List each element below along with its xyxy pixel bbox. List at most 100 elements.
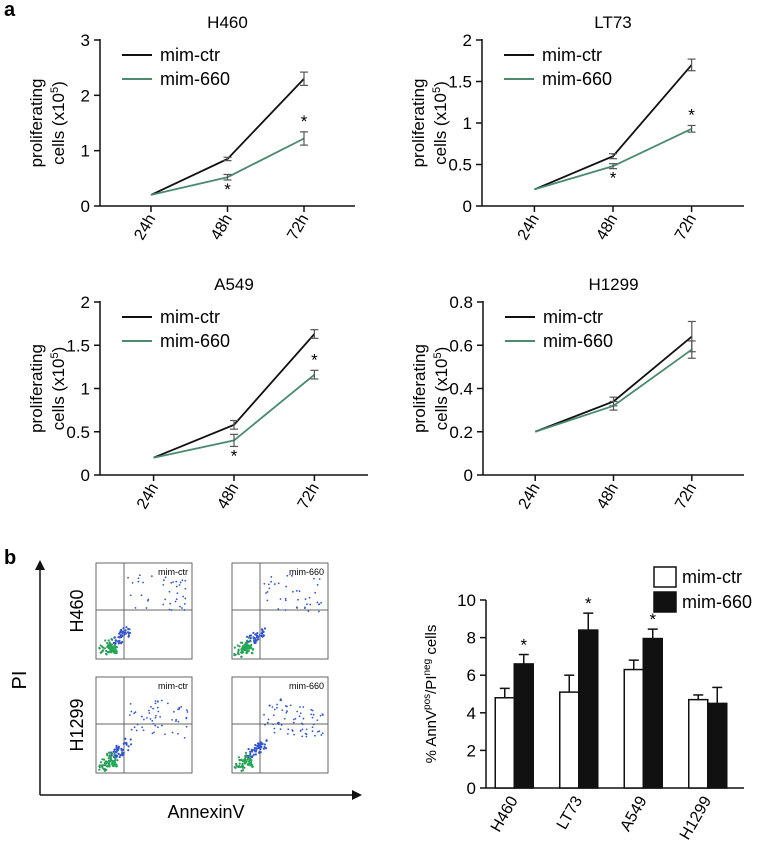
event-dot xyxy=(175,580,178,583)
event-dot xyxy=(243,761,247,765)
event-dot xyxy=(234,766,237,770)
event-dot xyxy=(310,713,313,716)
event-dot xyxy=(311,716,314,719)
event-dot xyxy=(137,580,140,583)
event-dot xyxy=(272,723,275,726)
event-dot xyxy=(247,762,251,766)
event-dot xyxy=(142,581,144,584)
event-dot xyxy=(233,646,236,649)
event-dot xyxy=(277,608,280,610)
event-dot xyxy=(266,591,269,593)
event-dot xyxy=(258,634,261,637)
event-dot xyxy=(101,645,104,648)
bar-x-tick-label: H460 xyxy=(488,793,522,835)
event-dot xyxy=(238,762,241,765)
event-dot xyxy=(131,581,134,584)
event-dot xyxy=(172,710,175,713)
event-dot xyxy=(238,758,241,762)
event-dot xyxy=(247,755,250,759)
event-dot xyxy=(252,753,255,756)
event-dot xyxy=(238,645,241,648)
x-tick-label: 24h xyxy=(516,481,544,513)
y-tick-label: 0.8 xyxy=(449,293,473,312)
event-dot xyxy=(268,704,271,707)
event-dot xyxy=(112,755,115,758)
bar-y-axis-label: % AnnVpos/PIneg cells xyxy=(422,625,440,764)
bar-mim-ctr xyxy=(623,668,644,789)
x-tick-label: 48h xyxy=(208,212,236,244)
event-dot xyxy=(118,641,121,644)
event-dot xyxy=(152,722,155,725)
significance-marker: * xyxy=(231,446,238,465)
chart-title: A549 xyxy=(214,275,254,294)
event-dot xyxy=(253,637,256,640)
event-dot xyxy=(133,726,136,729)
event-dot xyxy=(122,627,125,630)
event-dot xyxy=(185,717,188,720)
event-dot xyxy=(99,644,102,647)
event-dot xyxy=(311,726,314,729)
event-dot xyxy=(298,590,301,593)
event-dot xyxy=(318,578,321,580)
event-dot xyxy=(286,574,289,577)
event-dot xyxy=(176,592,179,595)
y-tick-label: 3 xyxy=(81,31,90,50)
significance-marker: * xyxy=(688,105,695,124)
event-dot xyxy=(264,723,266,726)
event-dot xyxy=(293,733,295,736)
event-dot xyxy=(172,581,174,584)
event-dot xyxy=(286,710,288,712)
y-tick-label: 0.4 xyxy=(449,380,473,399)
event-dot xyxy=(110,761,114,765)
event-dot xyxy=(244,754,248,757)
event-dot xyxy=(295,589,298,592)
x-tick-label: 24h xyxy=(131,212,159,244)
bar-mim-660 xyxy=(642,637,663,789)
event-dot xyxy=(121,634,124,637)
event-dot xyxy=(241,764,244,768)
flow-plot-frame xyxy=(231,676,329,774)
event-dot xyxy=(319,714,322,717)
event-dot xyxy=(263,713,265,716)
event-dot xyxy=(117,746,120,750)
event-dot xyxy=(273,731,276,734)
event-dot xyxy=(249,640,252,643)
event-dot xyxy=(256,636,259,639)
y-tick-label: 1.5 xyxy=(66,336,90,355)
y-tick-label: 1 xyxy=(81,142,90,161)
event-dot xyxy=(235,763,238,766)
chart-title: H1299 xyxy=(588,275,638,294)
event-dot xyxy=(252,631,255,634)
event-dot xyxy=(277,582,280,585)
event-dot xyxy=(268,587,271,590)
event-dot xyxy=(261,629,264,632)
event-dot xyxy=(157,700,159,703)
event-dot xyxy=(118,631,122,634)
event-dot xyxy=(314,591,317,594)
event-dot xyxy=(267,718,270,721)
event-dot xyxy=(129,738,132,741)
event-dot xyxy=(114,642,117,645)
event-dot xyxy=(308,596,311,599)
event-dot xyxy=(183,602,186,605)
y-axis-label-units: cells (x105) xyxy=(431,81,450,165)
event-dot xyxy=(106,754,109,757)
event-dot xyxy=(137,577,140,580)
y-axis-label: proliferating xyxy=(27,344,46,433)
line-chart-a549: A549 0 0.5 1 1.5 2 24h 48h 72h proliferating cells… xyxy=(27,275,368,512)
row-label: H460 xyxy=(67,589,87,632)
event-dot xyxy=(177,732,179,735)
bar-legend-label: mim-ctr xyxy=(682,567,742,587)
x-tick-label: 48h xyxy=(593,212,621,244)
event-dot xyxy=(124,741,127,745)
event-dot xyxy=(98,766,101,769)
event-dot xyxy=(321,713,324,716)
legend-label: mim-660 xyxy=(542,69,612,89)
event-dot xyxy=(244,755,248,759)
event-dot xyxy=(124,629,127,632)
event-dot xyxy=(301,728,304,731)
event-dot xyxy=(299,730,302,732)
legend-label: mim-660 xyxy=(543,331,613,351)
event-dot xyxy=(313,577,315,580)
legend-label: mim-ctr xyxy=(160,307,220,327)
